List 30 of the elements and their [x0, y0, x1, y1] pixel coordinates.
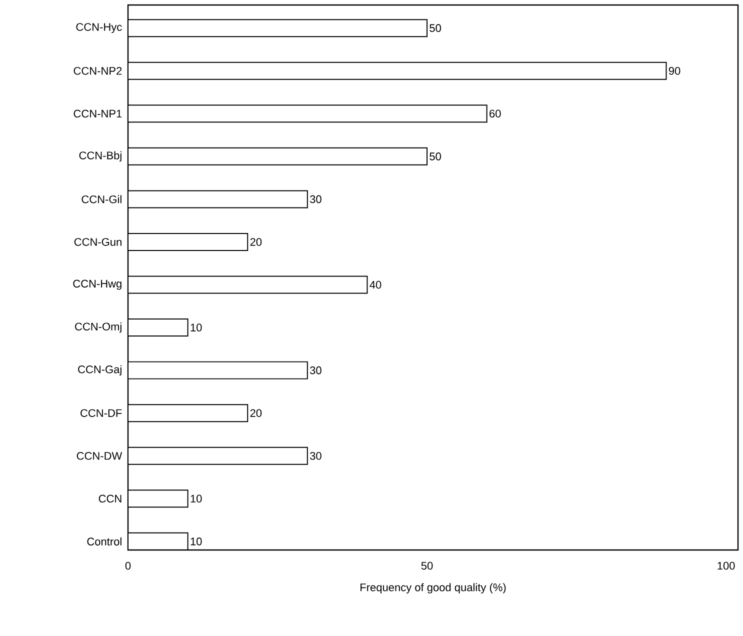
data-label: 60: [490, 110, 501, 118]
data-label: 30: [310, 452, 322, 460]
y-tick-label: CCN-Gaj: [78, 365, 122, 376]
y-tick-label: CCN-NP1: [74, 110, 122, 118]
data-label: 40: [370, 280, 382, 289]
y-tick-label: CCN-NP2: [74, 66, 122, 75]
x-tick-label: 100: [718, 562, 735, 570]
x-axis-title: Frequency of good quality (%): [360, 583, 506, 594]
data-label: 30: [310, 195, 322, 204]
data-label: 20: [250, 409, 262, 417]
y-tick-label: CCN-Gil: [82, 195, 122, 204]
y-tick-label: CCN-Hwg: [73, 280, 122, 290]
data-label: 10: [190, 494, 202, 503]
y-tick-label: CCN-Bbj: [79, 151, 122, 162]
x-tick-label: 50: [421, 562, 433, 570]
data-label: 20: [250, 238, 262, 246]
data-label: 50: [430, 152, 441, 160]
x-tick-label: 0: [125, 562, 131, 570]
y-tick-label: CCN: [98, 494, 122, 503]
y-tick-label: CCN-Hyc: [76, 23, 122, 34]
data-label: 10: [190, 324, 202, 332]
y-tick-label: CCN-Omj: [75, 322, 122, 333]
data-label: 10: [190, 538, 202, 546]
y-tick-label: Control: [87, 537, 122, 546]
y-tick-label: CCN-DW: [76, 452, 122, 460]
y-tick-label: CCN-DF: [80, 409, 122, 417]
y-tick-label: CCN-Gun: [74, 238, 122, 246]
data-label: 90: [668, 66, 680, 75]
data-label: 50: [430, 24, 441, 32]
data-label: 30: [310, 366, 322, 374]
